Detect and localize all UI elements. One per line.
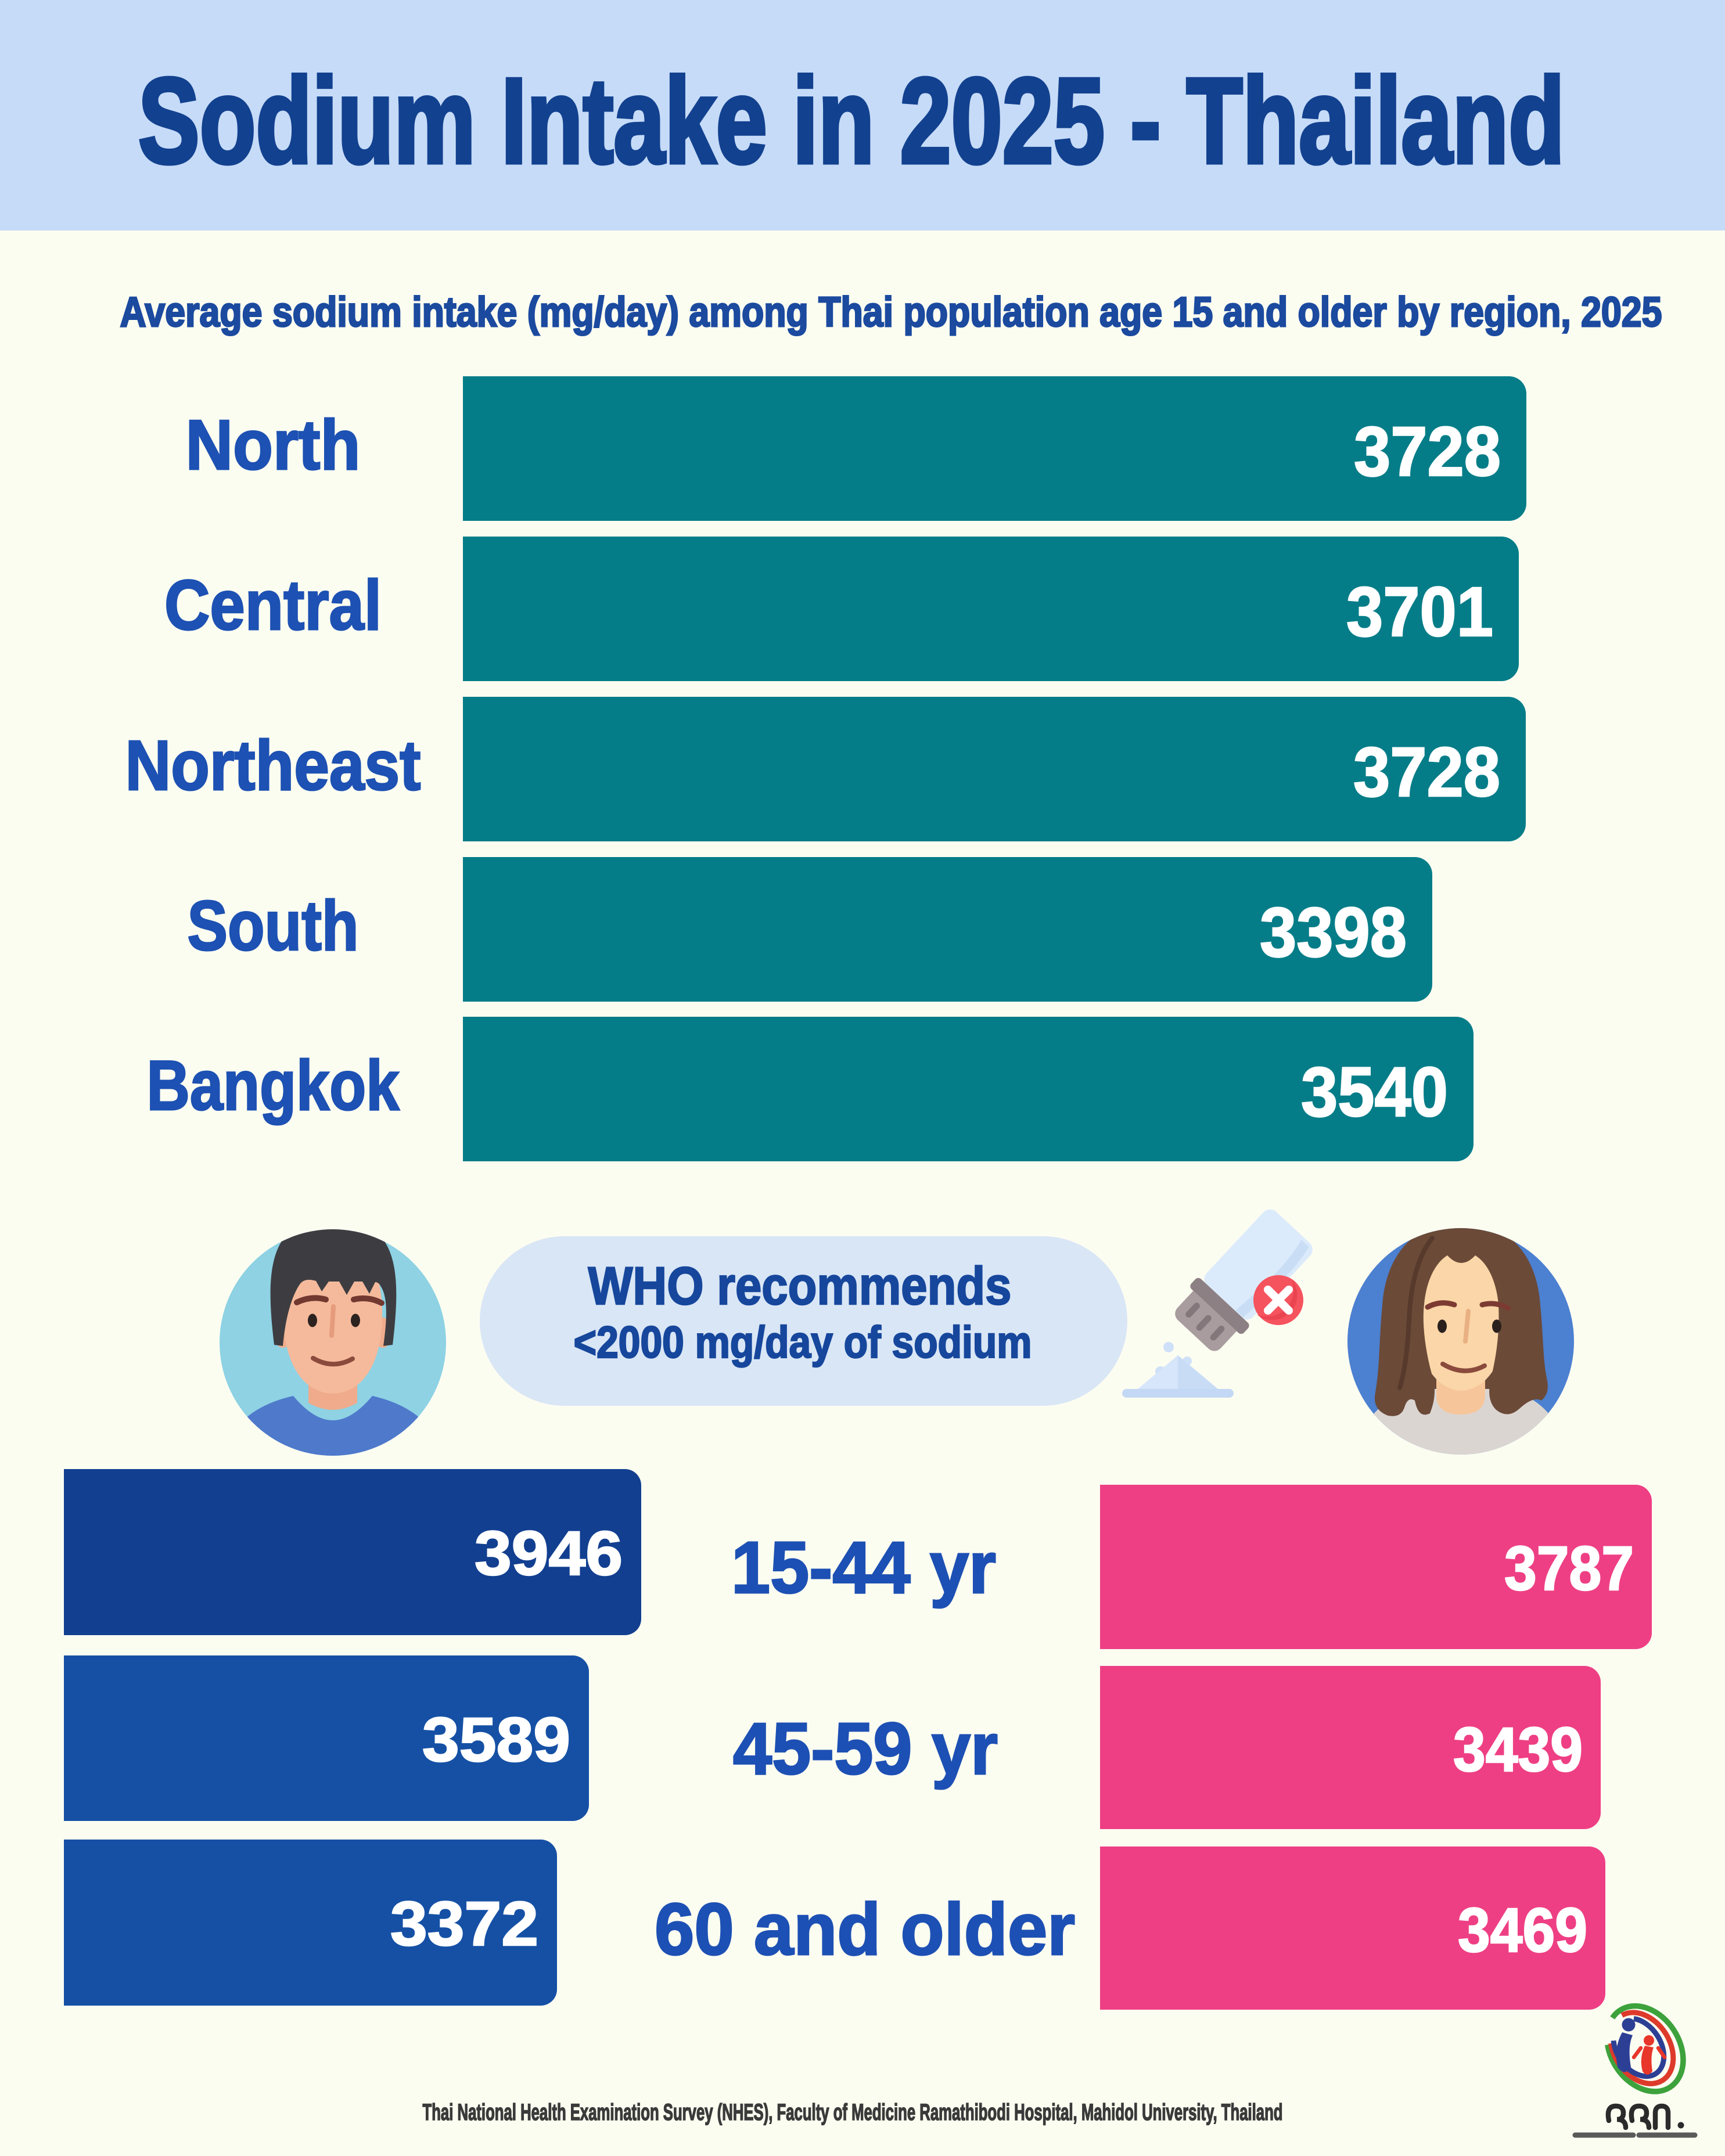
svg-text:3439: 3439 (1453, 1714, 1583, 1784)
svg-text:3540: 3540 (1301, 1052, 1448, 1131)
svg-text:3372: 3372 (390, 1888, 538, 1959)
svg-text:Central: Central (164, 566, 382, 645)
svg-text:WHO recommends: WHO recommends (588, 1257, 1012, 1316)
svg-text:Northeast: Northeast (125, 726, 421, 805)
svg-text:South: South (188, 886, 359, 965)
svg-text:Average sodium intake (mg/day): Average sodium intake (mg/day) among Tha… (120, 289, 1662, 336)
svg-text:Sodium Intake in 2025 - Thaila: Sodium Intake in 2025 - Thailand (138, 53, 1565, 189)
svg-text:3589: 3589 (422, 1704, 570, 1775)
svg-text:3701: 3701 (1346, 572, 1493, 651)
svg-text:3728: 3728 (1353, 732, 1500, 811)
svg-text:North: North (186, 405, 361, 484)
svg-text:3946: 3946 (475, 1518, 623, 1588)
svg-text:Bangkok: Bangkok (147, 1046, 400, 1125)
svg-text:3728: 3728 (1354, 412, 1501, 491)
svg-text:Thai National Health Examinati: Thai National Health Examination Survey … (423, 2100, 1283, 2125)
svg-text:3787: 3787 (1504, 1533, 1634, 1603)
svg-text:<2000 mg/day of sodium: <2000 mg/day of sodium (574, 1318, 1032, 1367)
svg-text:60 and older: 60 and older (655, 1888, 1075, 1970)
svg-text:45-59 yr: 45-59 yr (733, 1708, 998, 1790)
svg-text:15-44 yr: 15-44 yr (731, 1527, 996, 1608)
svg-text:3469: 3469 (1458, 1895, 1587, 1965)
svg-text:3398: 3398 (1260, 892, 1407, 971)
